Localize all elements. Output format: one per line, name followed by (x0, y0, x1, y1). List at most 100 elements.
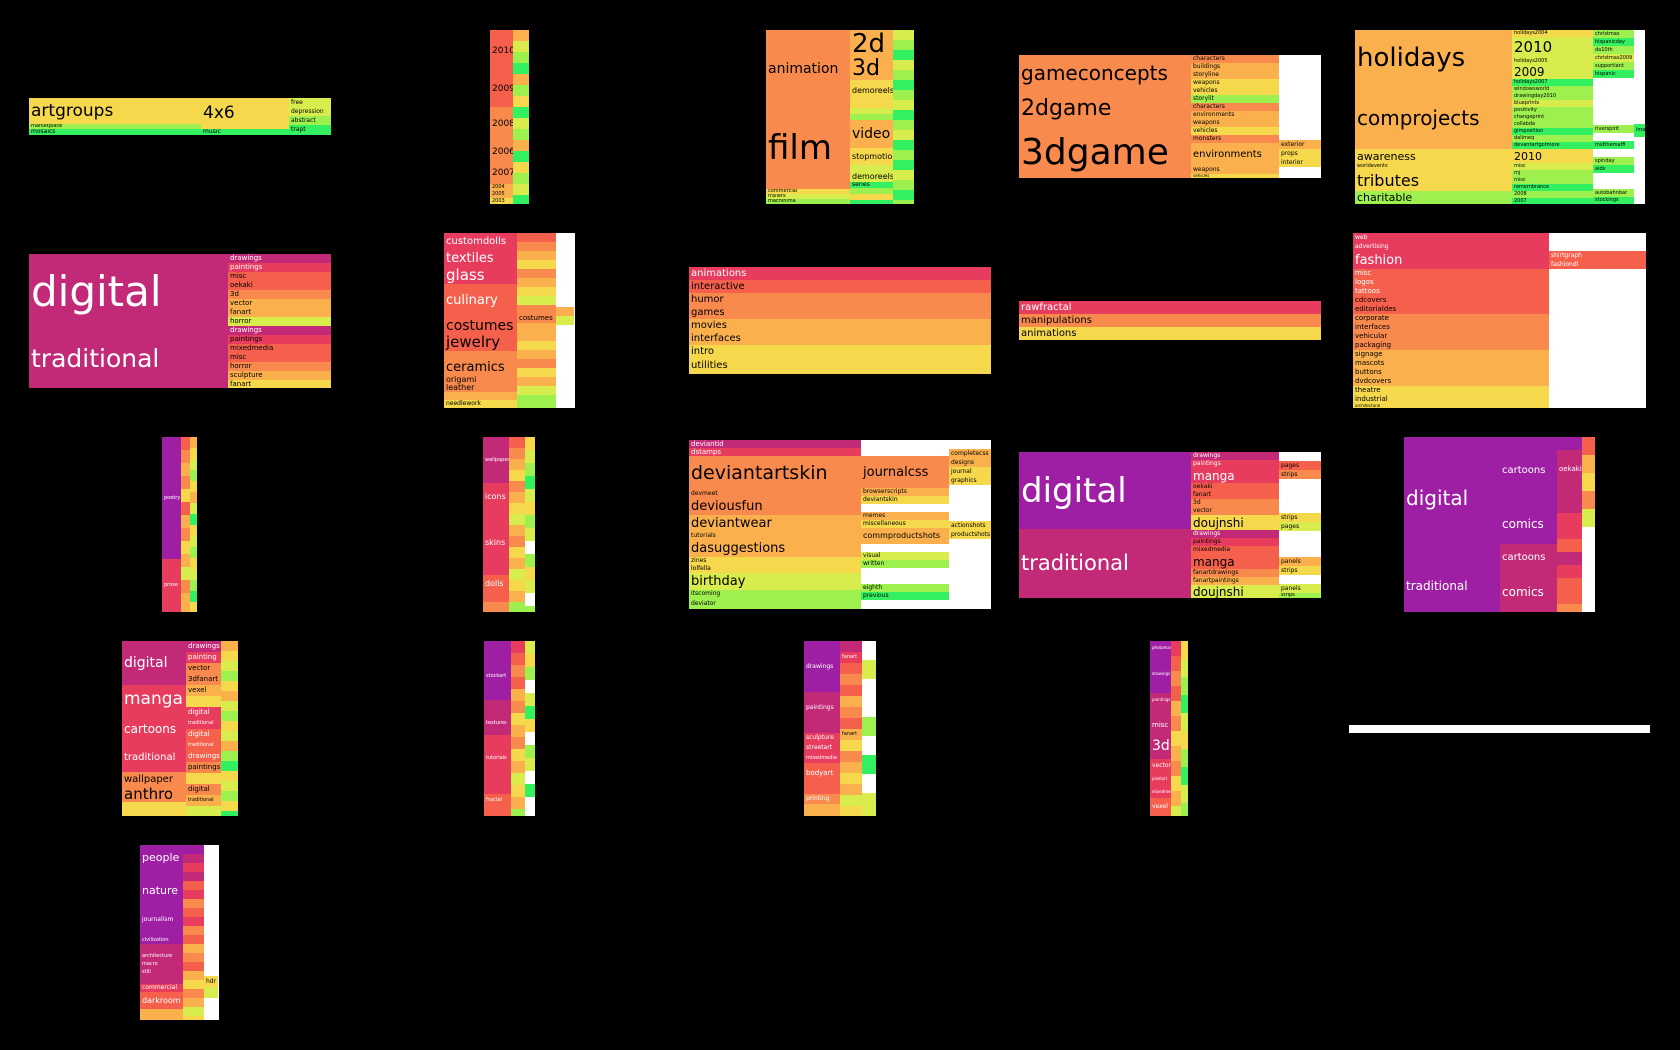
cell (183, 989, 204, 998)
cell (513, 41, 529, 52)
cell-misc: misc (1353, 269, 1549, 278)
cell-traditional: traditional (29, 329, 228, 388)
cell (1181, 749, 1188, 767)
cell-exterior: exterior (1279, 140, 1321, 149)
cell-productshots: productshots (949, 530, 991, 539)
cell (484, 700, 511, 712)
cell (840, 773, 862, 784)
cell-traditional: traditional (1404, 559, 1500, 612)
cell (862, 698, 876, 717)
cell (840, 707, 862, 718)
cell (221, 641, 238, 651)
cell (1171, 701, 1181, 716)
cell (525, 706, 535, 719)
cell-fanart: fanart (228, 308, 331, 317)
cell (221, 701, 238, 711)
cell-mixedmedia: mixedmedia (1191, 546, 1279, 554)
cell (190, 437, 197, 448)
cell (190, 470, 197, 481)
cell-2008: 2008 (490, 107, 513, 142)
cell (525, 784, 535, 797)
cell-cartoons: cartoons (1500, 544, 1557, 571)
cell (181, 502, 190, 515)
cell-buttons: buttons (1353, 368, 1549, 377)
cell-completecss: completecss (949, 449, 991, 458)
cell-3d: 3d (1191, 499, 1279, 507)
cell-dasuggestions: dasuggestions (689, 540, 861, 557)
cell-characters: characters (1191, 55, 1279, 63)
cell-humor: humor (689, 293, 991, 306)
cell-misc: misc (1512, 177, 1593, 184)
cell (1549, 233, 1646, 251)
cell-needlework: needlework (444, 400, 517, 408)
cell (525, 606, 535, 612)
cell-mixedmedia: mixedmedia (1150, 785, 1171, 798)
cell-machinima: machinima (766, 199, 850, 204)
cell (1634, 30, 1645, 124)
cell (140, 976, 183, 984)
cell (444, 284, 517, 292)
cell-drawings: drawings (1150, 667, 1171, 680)
cell-deviantskin: deviantskin (861, 496, 949, 504)
cell (221, 791, 238, 801)
cell (525, 515, 535, 528)
treemap-literature: poetry prose (162, 437, 197, 612)
cell (556, 307, 574, 316)
cell-glass: glass (444, 267, 517, 284)
cell (861, 504, 949, 512)
cell (181, 528, 190, 541)
cell (525, 476, 535, 489)
cell (509, 492, 525, 503)
cell-vehicles: vehicles (1191, 87, 1279, 95)
cell (513, 85, 529, 96)
cell-marketplace: marketplace (29, 124, 201, 129)
cell-drawings: drawings (228, 326, 331, 335)
cell (840, 696, 862, 707)
treemap-community-projects: holidays comprojects awareness worldevents t… (1355, 30, 1645, 204)
cell (221, 671, 238, 681)
cell-textiles: textiles (444, 250, 517, 267)
cell-hdr: hdr (204, 976, 218, 987)
cell-cdcovers: cdcovers (1353, 296, 1549, 305)
cell (804, 784, 840, 794)
cell (509, 459, 525, 470)
cell-dolls: dolls (483, 575, 509, 593)
cell-deviantwear: deviantwear (689, 515, 861, 532)
cell (893, 100, 914, 110)
cell (525, 758, 535, 771)
cell (1593, 149, 1634, 157)
cell-still: still (140, 968, 183, 976)
cell (221, 721, 238, 731)
cell-utilities: utilities (689, 358, 991, 374)
cell-comics: comics (1500, 504, 1557, 544)
cell-origami: origami (444, 376, 517, 384)
cell-artgroups: artgroups (29, 98, 201, 124)
cell-interior: interior (1279, 158, 1321, 167)
cell-journal: journal (949, 467, 991, 476)
cell (122, 802, 186, 816)
cell (186, 806, 221, 816)
cell (850, 165, 893, 171)
treemap-deviantart-related: deviantid dstamps deviantartskin devmeet dev… (689, 440, 991, 609)
cell-traditional: traditional (186, 740, 221, 751)
cell-journalcss: journalcss (861, 456, 949, 488)
cell (893, 120, 914, 130)
cell (190, 503, 197, 514)
cell-digital: digital (1404, 437, 1500, 559)
cell-fanartdrawings: fanartdrawings (1191, 569, 1279, 577)
cell (840, 641, 862, 652)
cell-customdolls: customdolls (444, 233, 517, 250)
cell (181, 567, 190, 580)
cell-interfaces: interfaces (689, 332, 991, 345)
cell (511, 677, 525, 689)
cell (511, 809, 525, 816)
cell-nature: nature (140, 878, 183, 903)
cell-web: web (1353, 233, 1549, 242)
cell-storylit: storylit (1191, 95, 1279, 103)
cell-weapons: weapons (1191, 119, 1279, 127)
cell-drawingday2010: drawingday2010 (1512, 93, 1593, 100)
cell (1279, 167, 1321, 178)
treemap-traditional-art: drawings paintings sculpture streetart mixed… (804, 641, 876, 816)
cell (221, 751, 238, 761)
cell (1171, 656, 1181, 671)
